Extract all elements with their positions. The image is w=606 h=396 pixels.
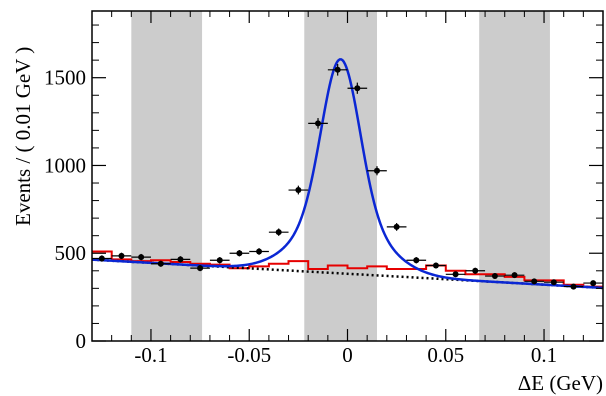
x-tick-label: 0.05 <box>427 343 464 367</box>
point-marker <box>98 255 105 262</box>
y-axis-label: Events / ( 0.01 GeV ) <box>11 47 35 226</box>
total-fit-curve <box>91 58 604 290</box>
data-point-24 <box>544 279 564 286</box>
x-tick-label: -0.05 <box>227 343 271 367</box>
point-marker <box>157 260 164 267</box>
point-marker <box>275 229 282 236</box>
y-tick-label: 1500 <box>44 66 86 90</box>
x-tick-label: 0.1 <box>531 343 557 367</box>
data-point-20 <box>465 267 486 274</box>
shaded-band-2 <box>304 11 377 341</box>
y-tick-label: 500 <box>55 241 87 265</box>
point-marker <box>432 262 439 269</box>
data-point-3 <box>131 253 151 261</box>
data-point-12 <box>308 118 328 129</box>
data-point-6 <box>190 265 210 272</box>
point-marker <box>295 187 302 194</box>
data-point-23 <box>524 278 545 285</box>
y-tick-labels: 0 500 1000 1500 <box>44 66 86 353</box>
point-marker <box>472 267 479 274</box>
point-marker <box>373 167 380 174</box>
point-marker <box>354 85 361 92</box>
point-marker <box>452 271 459 278</box>
point-marker <box>256 248 263 255</box>
point-marker <box>138 254 145 261</box>
x-axis-label: ΔE (GeV) <box>518 371 603 395</box>
shaded-band-3 <box>479 11 550 341</box>
histogram-line <box>92 250 603 288</box>
x-tick-label: -0.1 <box>134 343 167 367</box>
data-point-2 <box>111 252 132 260</box>
point-marker <box>315 120 322 127</box>
data-point-10 <box>268 228 289 236</box>
point-marker <box>334 66 341 73</box>
data-point-19 <box>445 271 466 278</box>
point-marker <box>177 256 184 263</box>
data-point-18 <box>426 262 446 269</box>
data-point-17 <box>406 257 427 264</box>
data-point-9 <box>249 248 269 255</box>
axis-ticks <box>91 11 604 342</box>
shaded-band-1 <box>131 11 203 341</box>
y-tick-label: 1000 <box>44 153 86 177</box>
x-tick-labels: -0.1 -0.05 0 0.05 0.1 <box>134 343 557 367</box>
point-marker <box>393 223 400 230</box>
data-point-21 <box>485 273 505 280</box>
data-point-14 <box>347 82 368 94</box>
data-point-15 <box>367 166 387 176</box>
point-marker <box>491 273 498 280</box>
point-marker <box>590 280 597 287</box>
data-point-5 <box>170 256 191 263</box>
data-point-25 <box>563 283 584 290</box>
point-marker <box>413 257 420 264</box>
y-tick-label: 0 <box>76 329 87 353</box>
point-marker <box>216 257 223 264</box>
data-point-7 <box>209 257 230 264</box>
data-point-11 <box>288 185 309 195</box>
point-marker <box>236 250 243 257</box>
shaded-bands <box>131 11 550 341</box>
x-tick-label: 0 <box>342 343 353 367</box>
point-marker <box>570 283 577 290</box>
data-point-1 <box>92 255 112 262</box>
point-marker <box>118 252 125 259</box>
data-points <box>92 64 603 290</box>
point-marker <box>550 279 557 286</box>
point-marker <box>197 265 204 272</box>
point-marker <box>511 272 518 279</box>
point-marker <box>531 278 538 285</box>
data-point-22 <box>504 272 525 279</box>
data-point-26 <box>583 280 603 287</box>
fit-curves <box>91 58 604 290</box>
data-point-4 <box>150 260 171 267</box>
data-point-16 <box>386 223 407 231</box>
data-point-8 <box>229 250 250 257</box>
data-point-13 <box>327 64 348 76</box>
